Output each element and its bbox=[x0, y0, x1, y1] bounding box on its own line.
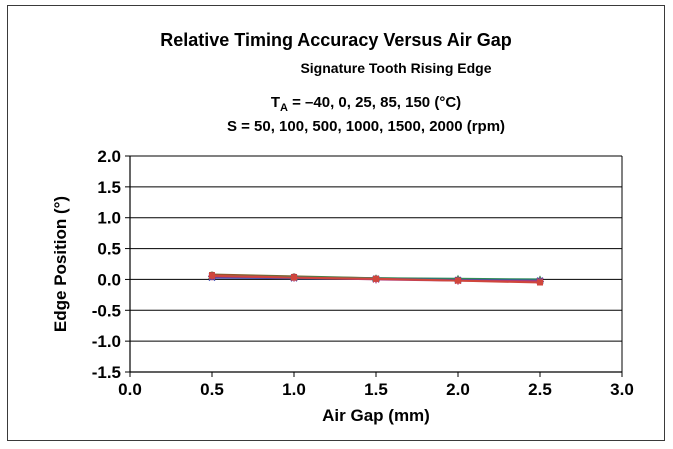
x-tick-label-0: 0.0 bbox=[118, 380, 142, 399]
point-5-3 bbox=[455, 277, 461, 284]
x-tick-label-1: 0.5 bbox=[200, 380, 224, 399]
x-tick-label-6: 3.0 bbox=[610, 380, 634, 399]
y-tick-label-2: 1.0 bbox=[97, 209, 121, 228]
x-axis-title: Air Gap (mm) bbox=[322, 406, 430, 425]
axes bbox=[125, 155, 623, 377]
point-5-0 bbox=[209, 272, 215, 279]
point-5-4 bbox=[537, 279, 543, 286]
series-group bbox=[208, 271, 544, 286]
speed-conditions: S = 50, 100, 500, 1000, 1500, 2000 (rpm) bbox=[226, 118, 506, 135]
y-tick-label-6: -1.0 bbox=[92, 332, 121, 351]
y-tick-label-4: 0.0 bbox=[97, 270, 121, 289]
ta-symbol: T bbox=[270, 94, 280, 111]
series-5 bbox=[209, 272, 543, 286]
y-tick-label-7: -1.5 bbox=[92, 363, 121, 382]
y-tick-label-0: 2.0 bbox=[97, 147, 121, 166]
x-tick-label-5: 2.5 bbox=[528, 380, 552, 399]
x-tick-label-2: 1.0 bbox=[282, 380, 306, 399]
temperature-conditions: TA = –40, 0, 25, 85, 150 (°C) bbox=[8, 94, 673, 114]
x-tick-labels: 0.0 0.5 1.0 1.5 2.0 2.5 3.0 bbox=[118, 380, 634, 399]
y-tick-label-1: 1.5 bbox=[97, 178, 121, 197]
chart-title: Relative Timing Accuracy Versus Air Gap bbox=[160, 30, 512, 50]
chart-frame: Relative Timing Accuracy Versus Air Gap … bbox=[7, 5, 665, 441]
point-5-2 bbox=[373, 275, 379, 282]
y-tick-labels: 2.0 1.5 1.0 0.5 0.0 -0.5 -1.0 -1.5 bbox=[92, 147, 121, 382]
y-tick-label-3: 0.5 bbox=[97, 240, 121, 259]
y-axis-title: Edge Position (°) bbox=[51, 196, 70, 332]
ta-values: = –40, 0, 25, 85, 150 (°C) bbox=[287, 94, 462, 111]
x-tick-label-3: 1.5 bbox=[364, 380, 388, 399]
ta-subscript: A bbox=[280, 102, 288, 114]
chart-subtitle: Signature Tooth Rising Edge bbox=[300, 60, 492, 76]
point-5-1 bbox=[291, 274, 297, 281]
y-tick-label-5: -0.5 bbox=[92, 301, 121, 320]
grid-lines bbox=[130, 155, 622, 342]
x-tick-label-4: 2.0 bbox=[446, 380, 470, 399]
